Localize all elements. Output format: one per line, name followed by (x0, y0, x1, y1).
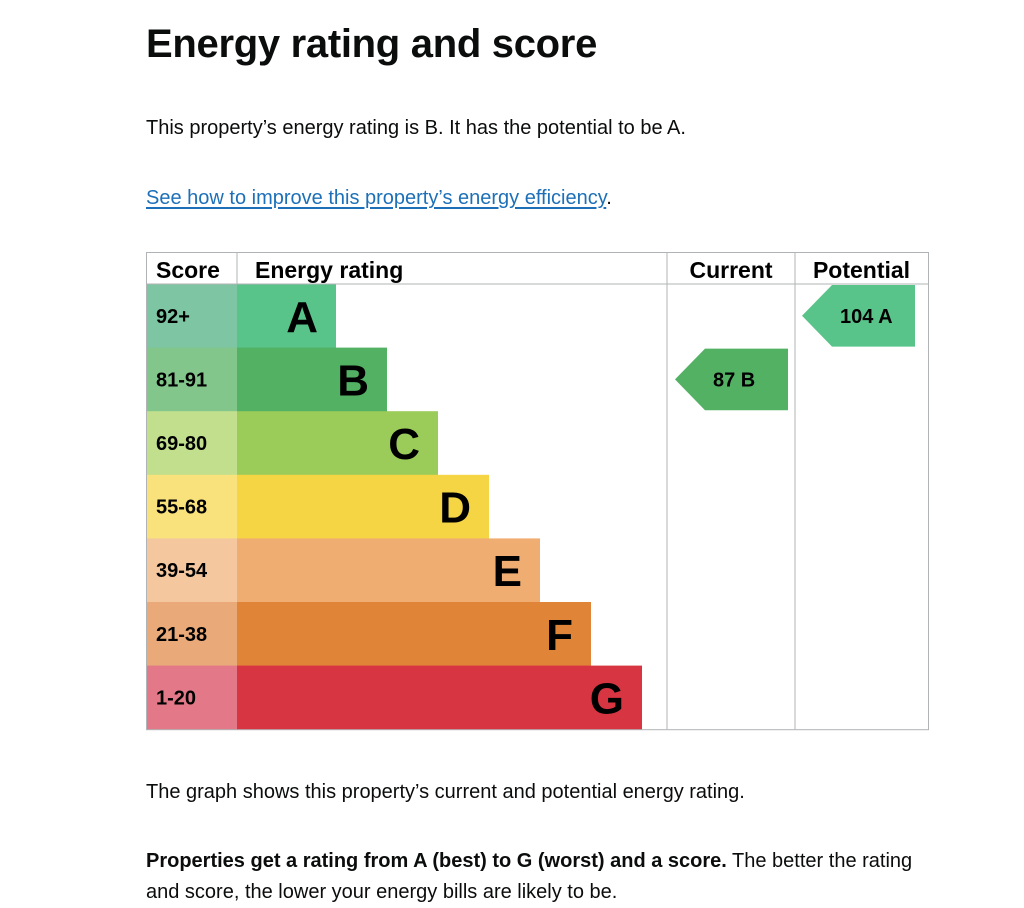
rating-explanation-bold: Properties get a rating from A (best) to… (146, 850, 727, 872)
table-border (146, 252, 929, 731)
score-label: 92+ (156, 306, 190, 328)
score-cell (146, 474, 237, 539)
score-label: 69-80 (156, 433, 207, 455)
rating-letter: A (286, 293, 318, 342)
header-potential: Potential (813, 257, 910, 283)
rating-explanation: Properties get a rating from A (best) to… (146, 846, 936, 908)
rating-letter: G (590, 674, 624, 723)
rating-letter: E (493, 547, 522, 596)
header-energy-rating: Energy rating (255, 257, 403, 283)
score-cell (146, 602, 237, 667)
potential-arrow (802, 285, 915, 347)
improve-paragraph: See how to improve this property’s energ… (146, 183, 936, 214)
improve-efficiency-link[interactable]: See how to improve this property’s energ… (146, 187, 607, 209)
rating-bar-d (237, 474, 489, 539)
score-label: 39-54 (156, 560, 208, 582)
rating-bar-b (237, 347, 387, 412)
score-cell (146, 284, 237, 349)
score-label: 81-91 (156, 369, 207, 391)
score-cell (146, 665, 237, 730)
rating-bar-g (237, 665, 642, 730)
rating-letter: C (388, 420, 420, 469)
rating-bar-e (237, 538, 540, 603)
header-score: Score (156, 257, 220, 283)
score-label: 55-68 (156, 497, 207, 519)
score-cell (146, 347, 237, 412)
score-cell (146, 411, 237, 476)
rating-bar-c (237, 411, 438, 476)
rating-bar-f (237, 602, 591, 667)
current-arrow (675, 348, 788, 411)
current-score-label: 87 B (713, 369, 755, 391)
header-current: Current (689, 257, 772, 283)
rating-summary: This property’s energy rating is B. It h… (146, 117, 686, 139)
rating-letter: D (439, 484, 471, 533)
energy-rating-chart: 92+ A 81-91 B 69-80 C 55-68 D 39-54 E 21-38 F 1-20 G S… (146, 252, 929, 731)
page-title: Energy rating and score (146, 22, 598, 66)
rating-letter: B (337, 356, 369, 405)
potential-score-label: 104 A (840, 306, 893, 328)
score-label: 1-20 (156, 687, 196, 709)
rating-bar-a (237, 284, 336, 349)
score-label: 21-38 (156, 624, 207, 646)
rating-explanation-rest: The better the rating and score, the low… (146, 850, 913, 903)
link-suffix: . (606, 187, 612, 209)
rating-letter: F (546, 611, 573, 660)
score-cell (146, 538, 237, 603)
graph-note: The graph shows this property’s current … (146, 781, 745, 803)
